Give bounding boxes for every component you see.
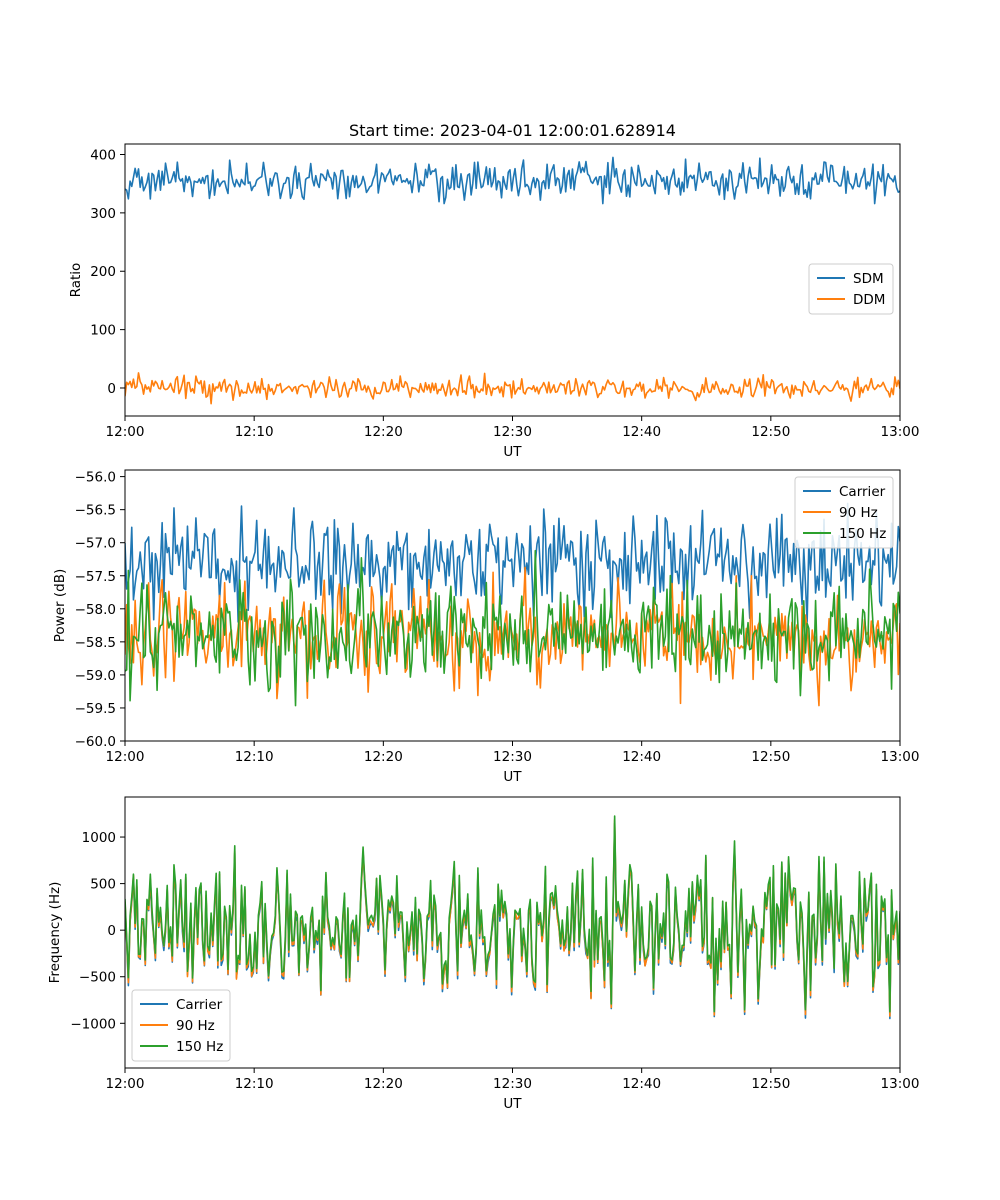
x-axis-label: UT [503,1096,522,1112]
x-tick-label: 12:00 [106,1076,145,1092]
y-tick-label: −59.5 [75,701,116,717]
x-tick-label: 12:40 [622,424,661,440]
legend: Carrier 90 Hz 150 Hz [794,476,894,549]
x-tick-label: 12:50 [751,749,790,765]
y-tick-label: −60.0 [75,734,116,750]
x-tick-label: 12:50 [751,1076,790,1092]
y-axis-label: Frequency (Hz) [47,882,63,984]
x-tick-label: 12:00 [106,424,145,440]
x-tick-label: 12:20 [364,749,403,765]
legend: SDM DDM [808,263,894,315]
x-tick-label: 12:00 [106,749,145,765]
x-tick-label: 12:30 [493,1076,532,1092]
series-line-ddm [125,372,900,405]
power-panel: 12:00 12:10 12:20 12:30 12:40 12:50 13:00 −60.0… [52,469,920,785]
y-tick-label: 0 [107,381,116,397]
y-tick-label: −59.0 [75,668,116,684]
legend-box [131,989,231,1062]
y-tick-label: −58.0 [75,602,116,618]
series-line-150-hz [125,549,900,707]
x-axis-label: UT [503,444,522,460]
x-tick-label: 12:40 [622,1076,661,1092]
y-tick-label: 500 [90,877,116,893]
x-tick-label: 12:30 [493,749,532,765]
ratio-panel: 12:00 12:10 12:20 12:30 12:40 12:50 13:00 0 100 2… [68,143,920,460]
series-line-150-hz [125,815,900,1013]
x-tick-label: 12:10 [235,424,274,440]
legend-box [808,263,894,315]
legend-label-carrier: Carrier [839,484,886,500]
x-tick-label: 13:00 [881,424,920,440]
series-line-sdm [125,156,900,205]
x-tick-label: 12:40 [622,749,661,765]
x-tick-label: 12:20 [364,424,403,440]
frequency-panel: 12:00 12:10 12:20 12:30 12:40 12:50 13:00 −1000… [47,796,920,1112]
legend-label-sdm: SDM [853,271,884,287]
x-tick-label: 12:50 [751,424,790,440]
legend-box [794,476,894,549]
legend-label-ddm: DDM [853,292,885,308]
y-tick-label: 1000 [82,830,116,846]
y-tick-label: −56.5 [75,503,116,519]
figure-title: Start time: 2023-04-01 12:00:01.628914 [349,121,676,140]
y-tick-label: −56.0 [75,470,116,486]
y-tick-label: 0 [107,923,116,939]
y-tick-label: 300 [90,206,116,222]
y-tick-label: 100 [90,323,116,339]
x-tick-label: 12:30 [493,424,532,440]
legend-label-carrier: Carrier [176,997,223,1013]
legend-label-150-hz: 150 Hz [176,1039,223,1055]
plot-area [125,815,900,1020]
y-tick-label: 200 [90,264,116,280]
x-tick-label: 13:00 [881,1076,920,1092]
legend: Carrier 90 Hz 150 Hz [131,989,231,1062]
x-tick-label: 13:00 [881,749,920,765]
y-tick-label: 400 [90,148,116,164]
plot-area [125,502,900,707]
y-tick-label: −58.5 [75,635,116,651]
y-axis-label: Ratio [68,263,84,298]
plot-area [125,156,900,405]
legend-label-90-hz: 90 Hz [839,505,878,521]
x-axis-label: UT [503,769,522,785]
y-tick-label: −500 [79,970,116,986]
x-tick-label: 12:10 [235,1076,274,1092]
legend-label-90-hz: 90 Hz [176,1018,215,1034]
y-tick-label: −57.0 [75,536,116,552]
y-tick-label: −57.5 [75,569,116,585]
x-tick-label: 12:10 [235,749,274,765]
x-tick-label: 12:20 [364,1076,403,1092]
y-axis-label: Power (dB) [52,569,68,642]
legend-label-150-hz: 150 Hz [839,526,886,542]
series-line-carrier [125,502,900,623]
y-tick-label: −1000 [70,1016,116,1032]
